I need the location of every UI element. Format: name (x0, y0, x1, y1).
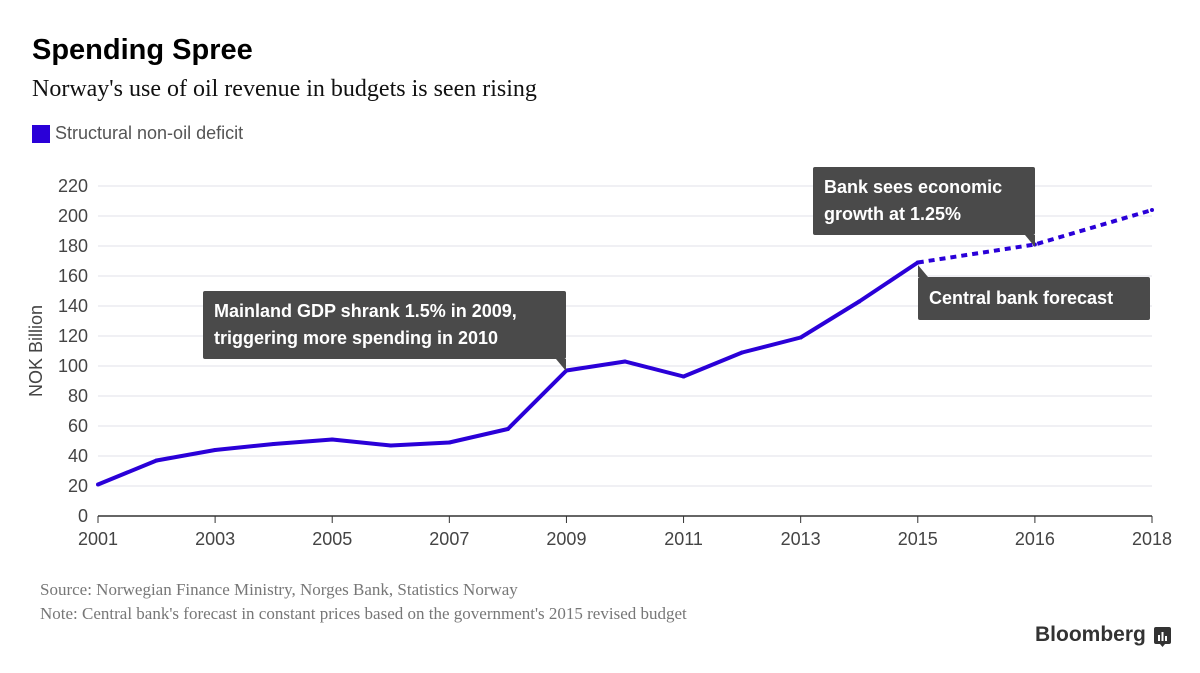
y-tick-label: 120 (58, 326, 88, 346)
data-point (388, 443, 393, 448)
y-tick-label: 20 (68, 476, 88, 496)
x-tick-label: 2018 (1132, 529, 1172, 549)
data-point (740, 350, 745, 355)
x-tick-label: 2003 (195, 529, 235, 549)
legend-swatch (32, 124, 50, 143)
data-point (798, 335, 803, 340)
x-tick-label: 2011 (664, 529, 703, 549)
y-axis-label: NOK Billion (26, 305, 46, 397)
x-tick-label: 2001 (78, 529, 118, 549)
legend-label: Structural non-oil deficit (55, 123, 244, 143)
annotation-text: growth at 1.25% (824, 204, 962, 224)
annotation-2009: Mainland GDP shrank 1.5% in 2009, trigge… (203, 291, 566, 371)
y-tick-label: 0 (78, 506, 88, 526)
annotation-forecast: Central bank forecast (918, 265, 1150, 320)
data-point (330, 437, 335, 442)
annotation-text: triggering more spending in 2010 (214, 328, 499, 348)
y-tick-label: 200 (58, 206, 88, 226)
x-tick-label: 2016 (1015, 529, 1055, 549)
logo-text: Bloomberg (1035, 623, 1146, 646)
data-point (505, 427, 510, 431)
x-tick-label: 2007 (429, 529, 469, 549)
data-point (915, 260, 920, 265)
annotation-text: Bank sees economic (824, 177, 1003, 197)
chart-subtitle: Norway's use of oil revenue in budgets i… (32, 76, 537, 102)
x-tick-label: 2005 (312, 529, 352, 549)
y-tick-label: 160 (58, 266, 88, 286)
data-point (271, 442, 276, 446)
legend: Structural non-oil deficit (32, 123, 243, 144)
chart-title: Spending Spree (32, 34, 253, 66)
data-point (857, 299, 862, 304)
source-note: Source: Norwegian Finance Ministry, Norg… (40, 580, 518, 599)
bloomberg-chart-icon (1153, 626, 1171, 647)
bloomberg-logo: Bloomberg (1035, 623, 1171, 647)
y-tick-label: 40 (68, 446, 88, 466)
annotation-2016: Bank sees economic growth at 1.25% (813, 167, 1035, 247)
data-point (154, 458, 159, 463)
footnote: Note: Central bank's forecast in constan… (40, 604, 687, 623)
y-tick-label: 140 (58, 296, 88, 316)
x-tick-label: 2009 (546, 529, 586, 549)
data-point (213, 448, 218, 452)
annotation-text: Mainland GDP shrank 1.5% in 2009, (214, 301, 517, 321)
y-tick-label: 220 (58, 176, 88, 196)
y-tick-label: 100 (58, 356, 88, 376)
forecast-line (917, 208, 1153, 265)
x-tick-label: 2013 (781, 529, 821, 549)
data-point (447, 440, 452, 445)
data-point (1150, 208, 1154, 212)
data-point (96, 482, 100, 487)
y-tick-label: 80 (68, 386, 88, 406)
y-tick-label: 180 (58, 236, 88, 256)
data-point (681, 374, 686, 379)
annotation-text: Central bank forecast (929, 288, 1114, 308)
data-point (623, 359, 627, 364)
x-tick-label: 2015 (898, 529, 938, 549)
y-tick-label: 60 (68, 416, 88, 436)
